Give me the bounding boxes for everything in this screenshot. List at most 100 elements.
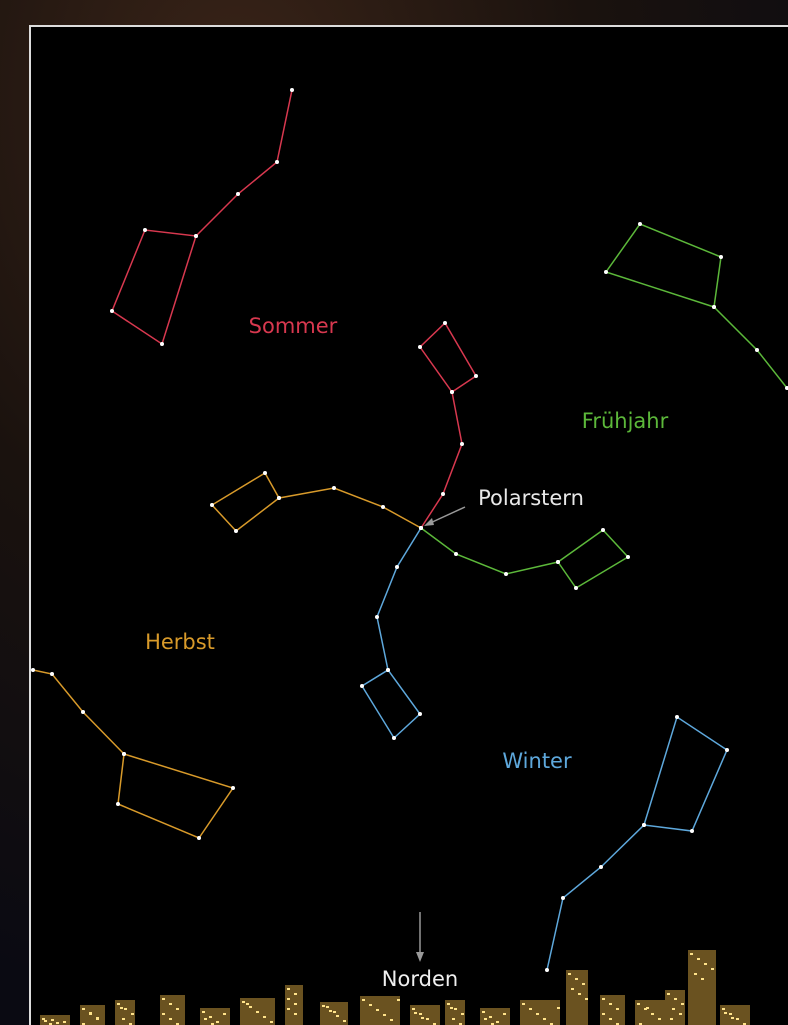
window-light [44, 1020, 47, 1022]
star [386, 668, 390, 672]
window-light [376, 1009, 379, 1011]
star [441, 492, 445, 496]
star [574, 586, 578, 590]
window-light [397, 999, 400, 1001]
window-light [672, 1008, 675, 1010]
window-light [731, 1017, 734, 1019]
window-light [482, 1011, 485, 1013]
star [375, 615, 379, 619]
star [725, 748, 729, 752]
window-light [329, 1010, 332, 1012]
star [545, 968, 549, 972]
window-light [447, 1003, 450, 1005]
star [210, 503, 214, 507]
star [392, 736, 396, 740]
window-light [336, 1015, 339, 1017]
star [601, 528, 605, 532]
season-label: Sommer [249, 314, 338, 338]
window-light [426, 1018, 429, 1020]
window-light [117, 1003, 120, 1005]
window-light [343, 1020, 346, 1022]
window-light [729, 1013, 732, 1015]
star [116, 802, 120, 806]
window-light [736, 1018, 739, 1020]
star [454, 552, 458, 556]
window-light [412, 1008, 415, 1010]
star [110, 309, 114, 313]
window-light [246, 1003, 249, 1005]
star [194, 234, 198, 238]
window-light [711, 968, 714, 970]
window-light [249, 1006, 252, 1008]
window-light [461, 1013, 464, 1015]
window-light [704, 963, 707, 965]
star [419, 526, 423, 530]
star [277, 496, 281, 500]
season-label: Frühjahr [582, 409, 669, 433]
window-light [609, 1018, 612, 1020]
window-light [674, 998, 677, 1000]
window-light [651, 1013, 654, 1015]
window-light [63, 1021, 66, 1023]
star [460, 442, 464, 446]
window-light [202, 1011, 205, 1013]
window-light [89, 1012, 92, 1014]
star [143, 228, 147, 232]
star-label: Polarstern [478, 486, 584, 510]
star [556, 560, 560, 564]
star [712, 305, 716, 309]
window-light [131, 1013, 134, 1015]
window-light [667, 993, 670, 995]
season-label: Herbst [145, 630, 215, 654]
window-light [557, 1007, 560, 1009]
window-light [496, 1021, 499, 1023]
window-light [169, 1003, 172, 1005]
window-light [242, 1001, 245, 1003]
window-light [637, 1003, 640, 1005]
window-light [568, 973, 571, 975]
window-light [270, 1021, 273, 1023]
window-light [419, 1013, 422, 1015]
star [395, 565, 399, 569]
window-light [96, 1017, 99, 1019]
star [719, 255, 723, 259]
window-light [322, 1005, 325, 1007]
star [755, 348, 759, 352]
building [200, 1008, 230, 1025]
building [480, 1008, 510, 1025]
window-light [697, 958, 700, 960]
window-light [421, 1017, 424, 1019]
window-light [326, 1006, 329, 1008]
building [665, 990, 685, 1025]
star [443, 321, 447, 325]
window-light [369, 1004, 372, 1006]
star [474, 374, 478, 378]
star [236, 192, 240, 196]
star [599, 865, 603, 869]
star [160, 342, 164, 346]
window-light [609, 1003, 612, 1005]
window-light [294, 1013, 297, 1015]
window-light [529, 1008, 532, 1010]
star [275, 160, 279, 164]
window-light [287, 1008, 290, 1010]
window-light [694, 973, 697, 975]
window-light [82, 1008, 85, 1010]
window-light [602, 998, 605, 1000]
window-light [724, 1012, 727, 1014]
star [604, 270, 608, 274]
star [263, 471, 267, 475]
window-light [450, 1007, 453, 1009]
star [638, 222, 642, 226]
star [450, 390, 454, 394]
window-light [679, 1013, 682, 1015]
window-light [522, 1003, 525, 1005]
star [81, 710, 85, 714]
window-light [616, 1008, 619, 1010]
page: Sommer Frühjahr Polarstern Herbst Winter… [0, 0, 788, 1025]
sky-panel [30, 26, 788, 1025]
star [332, 486, 336, 490]
star [122, 752, 126, 756]
window-light [454, 1008, 457, 1010]
window-light [362, 999, 365, 1001]
